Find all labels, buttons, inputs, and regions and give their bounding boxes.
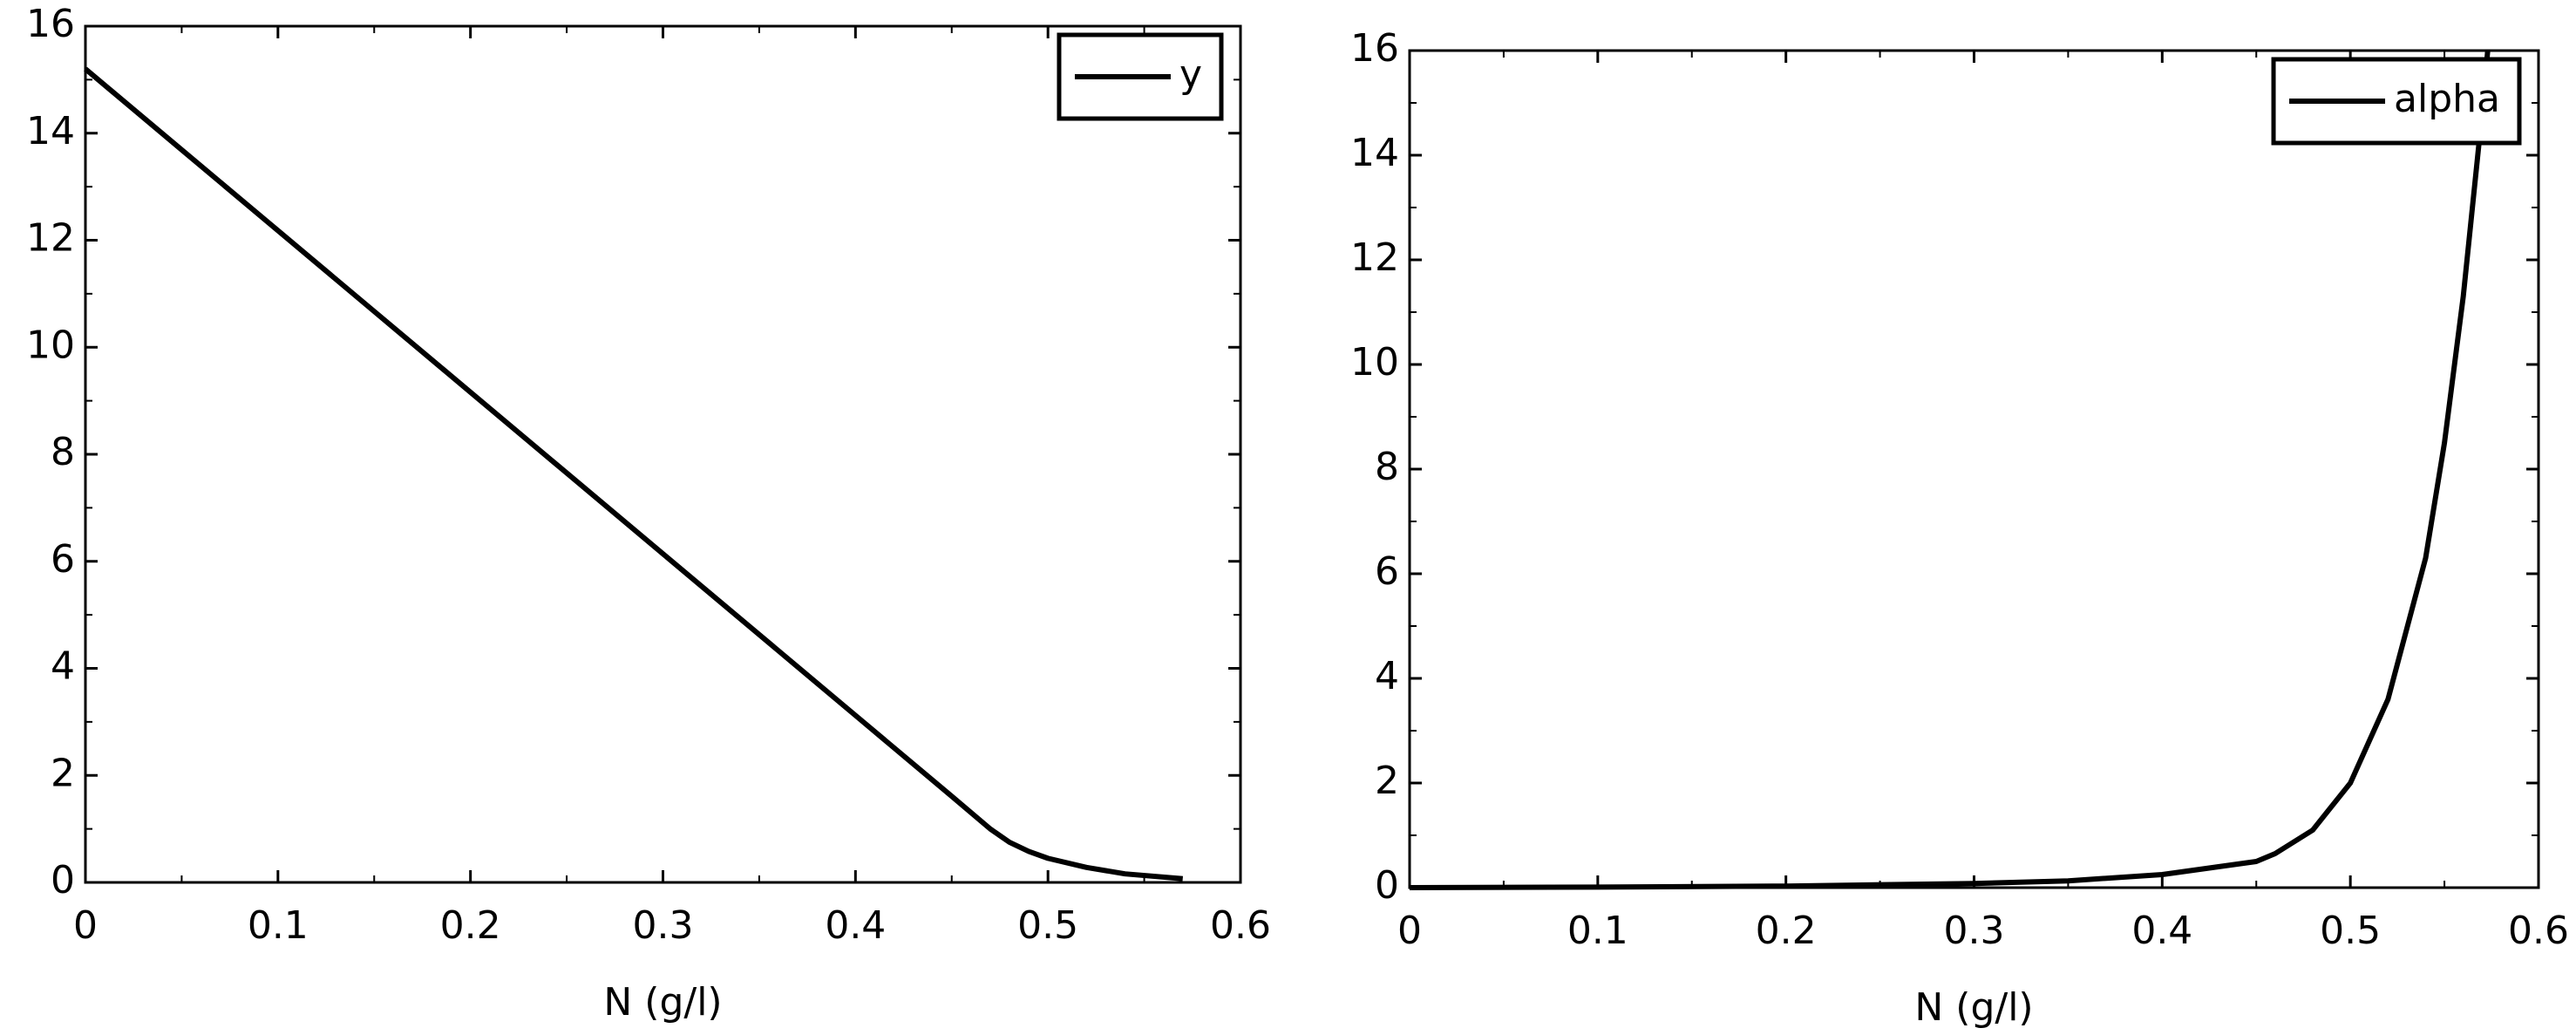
y-tick-label: 4	[1375, 654, 1399, 698]
x-axis-label: N (g/l)	[603, 980, 722, 1025]
x-tick-label: 0.5	[1017, 903, 1078, 948]
x-tick-label: 0.6	[2508, 909, 2569, 953]
data-line	[84, 66, 1183, 882]
x-tick-label: 0.2	[440, 903, 501, 948]
legend-label: y	[1179, 52, 1202, 97]
y-tick-label: 14	[26, 109, 75, 153]
x-tick-label: 0	[1397, 909, 1422, 953]
x-tick-label: 0.4	[825, 903, 886, 948]
y-tick-label: 16	[26, 2, 75, 46]
x-tick-label: 0.6	[1210, 903, 1271, 948]
y-tick-label: 16	[1350, 26, 1399, 71]
x-tick-label: 0.1	[1567, 909, 1628, 953]
y-tick-label: 12	[1350, 235, 1399, 280]
x-tick-label: 0	[73, 903, 98, 948]
plot-frame	[84, 24, 1242, 884]
y-tick-label: 6	[1375, 549, 1399, 594]
data-line	[1409, 50, 2491, 890]
y-tick-label: 8	[51, 430, 75, 474]
y-tick-label: 2	[51, 751, 75, 795]
y-tick-label: 0	[1375, 863, 1399, 908]
plot-frame	[1408, 49, 2540, 889]
y-tick-label: 14	[1350, 131, 1399, 175]
x-tick-label: 0.3	[1944, 909, 2005, 953]
y-tick-label: 2	[1375, 759, 1399, 803]
y-tick-label: 4	[51, 644, 75, 689]
y-tick-label: 8	[1375, 445, 1399, 489]
x-tick-label: 0.2	[1756, 909, 1817, 953]
x-tick-label: 0.1	[248, 903, 309, 948]
y-tick-label: 10	[1350, 340, 1399, 385]
y-tick-label: 6	[51, 537, 75, 582]
legend-label: alpha	[2394, 77, 2500, 121]
x-tick-label: 0.4	[2131, 909, 2192, 953]
y-tick-label: 10	[26, 323, 75, 367]
x-tick-label: 0.3	[633, 903, 694, 948]
y-tick-label: 0	[51, 858, 75, 902]
x-axis-label: N (g/l)	[1914, 985, 2033, 1030]
x-tick-label: 0.5	[2320, 909, 2381, 953]
y-tick-label: 12	[26, 216, 75, 261]
